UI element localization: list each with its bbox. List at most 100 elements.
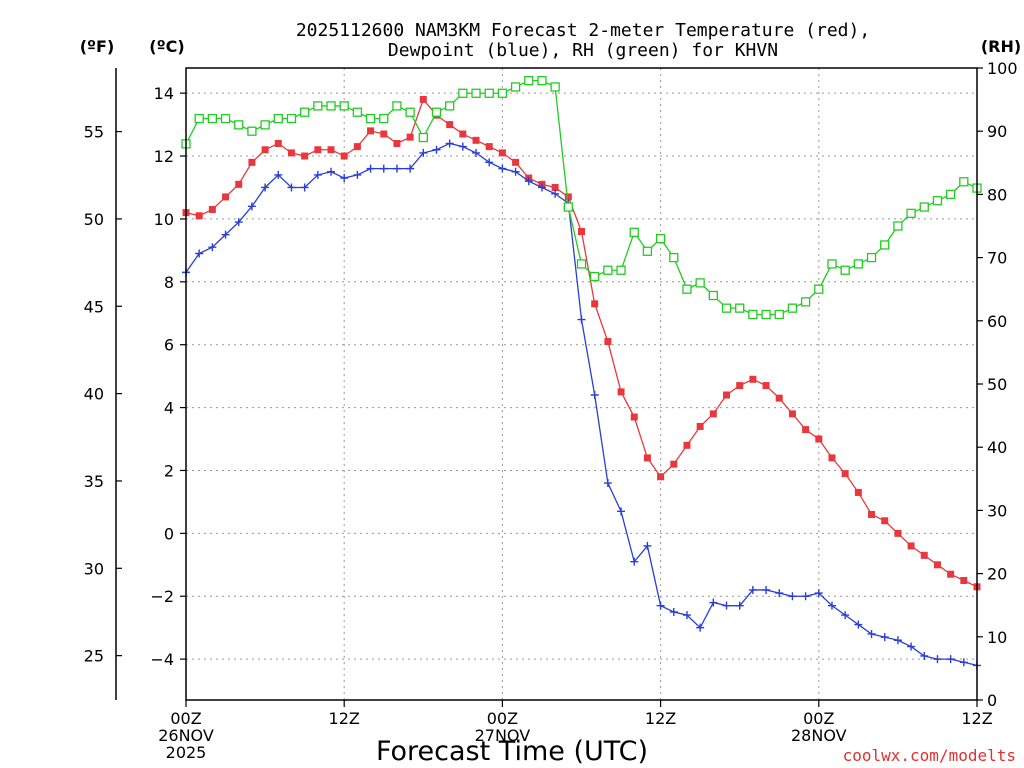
rh-point <box>576 259 587 269</box>
temperature-point <box>472 136 480 144</box>
dewpoint-point <box>419 148 428 157</box>
fahrenheit-axis: 55 50 45 40 35 30 25 <box>84 123 122 666</box>
dewpoint-point <box>366 164 375 173</box>
x-tick-label: 12Z <box>961 709 992 728</box>
dewpoint-point <box>392 164 401 173</box>
rh-tick-label: 30 <box>987 501 1007 520</box>
celsius-tick-label: −4 <box>150 650 174 669</box>
temperature-point <box>947 570 955 578</box>
temperature-point <box>933 561 941 569</box>
temperature-point <box>419 95 427 103</box>
rh-point <box>431 107 442 117</box>
rh-point <box>708 290 718 301</box>
rh-point <box>787 303 798 313</box>
dewpoint-point <box>603 479 612 488</box>
dewpoint-point <box>709 598 718 607</box>
x-axis-title: Forecast Time (UTC) <box>376 736 648 767</box>
temperature-point <box>868 510 876 518</box>
temperature-point <box>578 228 585 236</box>
dewpoint-point <box>946 655 955 664</box>
fahrenheit-tick-label: 45 <box>84 297 104 316</box>
temperature-point <box>367 127 375 135</box>
rh-point <box>563 202 573 212</box>
dewpoint-point <box>498 164 507 173</box>
rh-point <box>945 189 956 200</box>
dewpoint-point <box>432 145 441 154</box>
temperature-point <box>274 139 282 147</box>
temperature-point <box>960 577 968 585</box>
dewpoint-point <box>340 174 349 183</box>
dewpoint-point <box>814 589 823 598</box>
rh-point <box>932 196 943 206</box>
dewpoint-point <box>669 607 678 616</box>
temperature-point <box>393 139 401 147</box>
rh-point <box>510 82 521 92</box>
rh-tick-label: 10 <box>987 628 1007 647</box>
temperature-point <box>498 149 506 157</box>
celsius-tick-label: 6 <box>164 336 174 355</box>
celsius-tick-label: 0 <box>164 524 174 543</box>
temperature-point <box>591 300 599 308</box>
dewpoint-point <box>762 585 771 594</box>
temperature-point <box>353 143 361 151</box>
dewpoint-point <box>524 177 533 186</box>
dewpoint-point <box>406 164 415 173</box>
rh-tick-label: 80 <box>987 185 1007 204</box>
temperature-point <box>564 193 572 201</box>
dewpoint-point <box>261 183 270 192</box>
rh-point <box>682 284 692 294</box>
temperature-point <box>881 517 889 525</box>
rh-point <box>880 240 890 250</box>
rh-point <box>590 271 600 282</box>
rh-point <box>603 265 613 275</box>
temperature-point <box>696 422 704 430</box>
dewpoint-point <box>445 139 454 148</box>
celsius-tick-label: 12 <box>154 147 174 166</box>
chart-title-line1: 2025112600 NAM3KM Forecast 2-meter Tempe… <box>296 20 870 41</box>
x-tick-label: 12Z <box>329 709 360 728</box>
x-tick-label: 2025 <box>166 743 207 762</box>
dewpoint-point <box>234 218 243 227</box>
temperature-point <box>551 183 559 191</box>
temperature-point <box>485 143 493 151</box>
dewpoint-point <box>643 541 652 550</box>
dewpoint-point <box>511 167 520 176</box>
dewpoint-point <box>867 629 876 638</box>
temperature-point <box>894 529 902 537</box>
temperature-point <box>617 388 625 396</box>
rh-point <box>484 88 494 98</box>
temperature-point <box>512 158 520 166</box>
dewpoint-point <box>353 170 362 179</box>
dewpoint-point <box>656 601 665 610</box>
dewpoint-point <box>274 170 283 179</box>
rh-point <box>866 252 877 263</box>
rh-point <box>748 309 758 320</box>
temperature-point <box>380 130 388 138</box>
rh-point <box>827 259 837 269</box>
rh-point <box>418 132 428 143</box>
dewpoint-point <box>827 601 836 610</box>
x-tick-label: 00Z <box>170 709 201 728</box>
temperature-point <box>195 212 203 220</box>
temperature-point <box>604 338 612 346</box>
rh-point <box>379 113 389 124</box>
dewpoint-point <box>801 592 810 601</box>
rh-point <box>550 82 560 92</box>
x-tick-label: 00Z <box>487 709 518 728</box>
dewpoint-point <box>313 170 322 179</box>
rh-tick-label: 0 <box>987 691 997 710</box>
temperature-point <box>736 382 744 390</box>
rh-point <box>616 265 626 275</box>
temperature-point <box>327 146 335 154</box>
rh-point <box>655 233 666 244</box>
dewpoint-point <box>485 158 494 167</box>
dewpoint-point <box>748 585 757 594</box>
fahrenheit-tick-label: 30 <box>84 559 104 578</box>
dewpoint-point <box>722 601 731 610</box>
rh-tick-label: 50 <box>987 375 1007 394</box>
dewpoint-point <box>854 620 863 629</box>
rh-axis-unit: (RH) <box>981 37 1021 56</box>
